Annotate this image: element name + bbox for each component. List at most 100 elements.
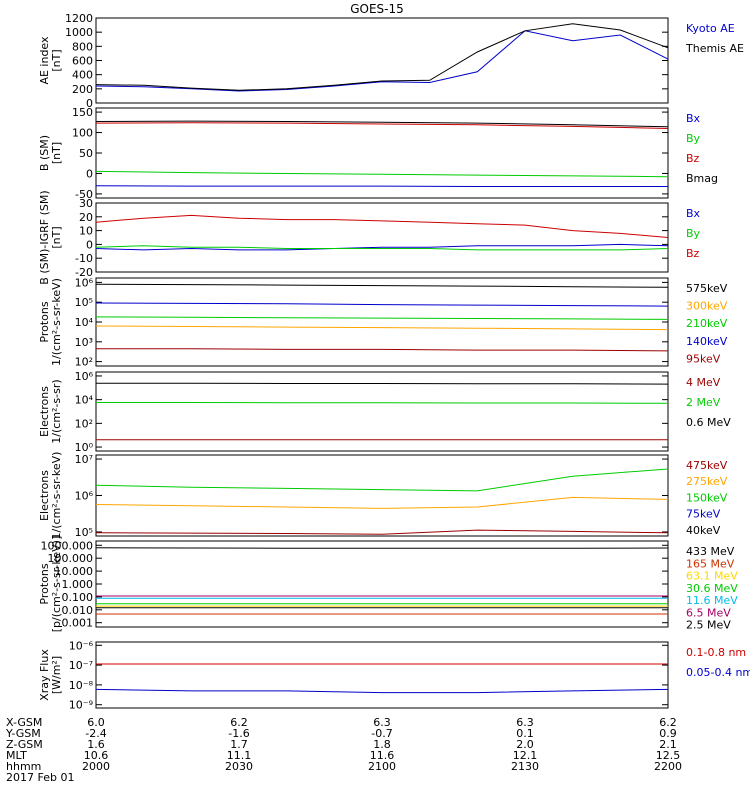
bottom-row-value: 6.0: [87, 716, 105, 729]
legend-entry: 63.1 MeV: [686, 570, 738, 583]
bottom-row-value: 2200: [654, 760, 682, 773]
panel-frame: [95, 641, 669, 709]
y-tick-label: 20: [79, 211, 93, 224]
y-axis-label: Electrons: [38, 470, 51, 521]
y-tick-label: 10⁻⁶: [69, 639, 94, 652]
bottom-row-label: Z-GSM: [6, 738, 43, 751]
bottom-row-value: -2.4: [85, 727, 106, 740]
series-line: [95, 688, 669, 694]
legend-entry: Bz: [686, 247, 700, 260]
legend-entry: 433 MeV: [686, 545, 735, 558]
bottom-row-value: 1.7: [230, 738, 248, 751]
y-tick-label: 1.000: [62, 578, 94, 591]
bottom-row-value: 11.6: [370, 749, 395, 762]
series-line: [95, 496, 669, 509]
y-tick-label: 600: [72, 55, 93, 68]
y-axis-label: B (SM)-IGRF (SM): [38, 190, 51, 284]
bottom-axis: X-GSM Y-GSM Z-GSM MLT hhmm 2017 Feb 01 6…: [5, 716, 682, 784]
legend-entry: 95keV: [686, 352, 721, 365]
series-line: [95, 30, 669, 92]
legend-entry: 150keV: [686, 491, 728, 504]
series-line: [95, 325, 669, 331]
bottom-row-value: 6.3: [516, 716, 534, 729]
legend-entry: 0.05-0.4 nm: [686, 666, 750, 679]
y-tick-label: -10: [75, 252, 93, 265]
legend-entry: Kyoto AE: [686, 22, 735, 35]
y-tick-label: 10⁶: [75, 490, 94, 503]
legend-entry: 2.5 MeV: [686, 619, 731, 632]
y-axis-label: Protons: [38, 301, 51, 342]
y-tick-label: 10⁶: [75, 276, 94, 289]
bottom-row-value: -1.6: [228, 727, 249, 740]
y-axis-unit: 1/(cm²-s-sr-keV): [50, 278, 63, 366]
y-tick-label: 0: [86, 97, 93, 110]
panel-frame: [95, 17, 669, 104]
y-tick-label: 0.010: [62, 604, 94, 617]
series-line: [95, 302, 669, 307]
series-line: [95, 547, 669, 549]
y-tick-label: 100.000: [48, 552, 94, 565]
y-axis-label: AE index: [38, 36, 51, 85]
bottom-row-label: Y-GSM: [5, 727, 41, 740]
bottom-row-value: 0.9: [659, 727, 677, 740]
bottom-row-value: 2030: [225, 760, 253, 773]
chart-title: GOES-15: [350, 2, 404, 16]
y-tick-label: 10⁰: [75, 441, 94, 454]
panel-5: 10⁵ 10⁶ 10⁷ Electrons 1/(cm²-s-sr-keV) 475keV…: [38, 452, 728, 540]
y-axis-unit: 1/(cm²-s-sr): [50, 379, 63, 443]
bottom-row-value: 6.3: [373, 716, 391, 729]
legend-entry: By: [686, 132, 701, 145]
series-line: [95, 283, 669, 288]
y-tick-label: 100: [72, 127, 93, 140]
y-tick-label: 0: [86, 167, 93, 180]
series-line: [95, 214, 669, 238]
y-tick-label: 1000.000: [41, 539, 94, 552]
series-line: [96, 402, 669, 404]
y-tick-label: -20: [75, 266, 93, 279]
legend-entry: 11.6 MeV: [686, 594, 738, 607]
y-tick-label: 800: [72, 40, 93, 53]
legend-entry: Bmag: [686, 172, 718, 185]
series-line: [95, 122, 669, 129]
bottom-row-label: X-GSM: [6, 716, 42, 729]
legend-entry: 475keV: [686, 459, 728, 472]
y-axis-label: Protons: [38, 563, 51, 604]
bottom-row-value: -0.7: [371, 727, 392, 740]
bottom-row-value: 0.1: [516, 727, 534, 740]
bottom-row-value: 11.1: [227, 749, 252, 762]
y-axis-unit: [W/m²]: [50, 656, 63, 694]
y-tick-label: 10: [79, 225, 93, 238]
y-tick-label: 10⁴: [75, 316, 94, 329]
bottom-date: 2017 Feb 01: [6, 771, 74, 784]
legend-entry: 2 MeV: [686, 396, 721, 409]
y-tick-label: 10⁵: [75, 526, 93, 539]
bottom-row-value: 2130: [511, 760, 539, 773]
y-tick-label: 10⁴: [75, 394, 94, 407]
legend-entry: 0.1-0.8 nm: [686, 646, 746, 659]
y-axis-label: Xray Flux: [38, 649, 51, 701]
bottom-row-value: 6.2: [659, 716, 677, 729]
y-tick-label: 10⁻⁹: [69, 699, 93, 712]
bottom-row-value: 12.1: [513, 749, 538, 762]
legend-entry: 300keV: [686, 300, 728, 313]
legend-entry: 0.6 MeV: [686, 416, 731, 429]
y-tick-label: 400: [72, 69, 93, 82]
bottom-row-value: 1.8: [373, 738, 391, 751]
y-tick-label: 0.100: [62, 591, 94, 604]
bottom-row-value: 2.0: [516, 738, 534, 751]
series-line: [96, 348, 669, 352]
legend-entry: 4 MeV: [686, 376, 721, 389]
legend-entry: 575keV: [686, 282, 728, 295]
y-axis-unit: [nT]: [50, 226, 63, 248]
series-line: [95, 185, 668, 187]
y-tick-label: 150: [72, 106, 93, 119]
panel-7: 10⁻⁹ 10⁻⁸ 10⁻⁷ 10⁻⁶ Xray Flux [W/m²] 0.1-0.8 n…: [38, 639, 750, 711]
y-tick-label: 0.001: [62, 617, 94, 630]
y-tick-label: 0: [86, 238, 93, 251]
legend-entry: Bz: [686, 152, 700, 165]
panel-3: 10² 10³ 10⁴ 10⁵ 10⁶ Protons 1/(cm²-s-sr-keV) 57…: [38, 276, 728, 368]
y-axis-unit: 1/(cm²-s-sr-keV): [50, 452, 63, 540]
series-line: [95, 120, 669, 128]
bottom-row-value: 2.1: [659, 738, 677, 751]
